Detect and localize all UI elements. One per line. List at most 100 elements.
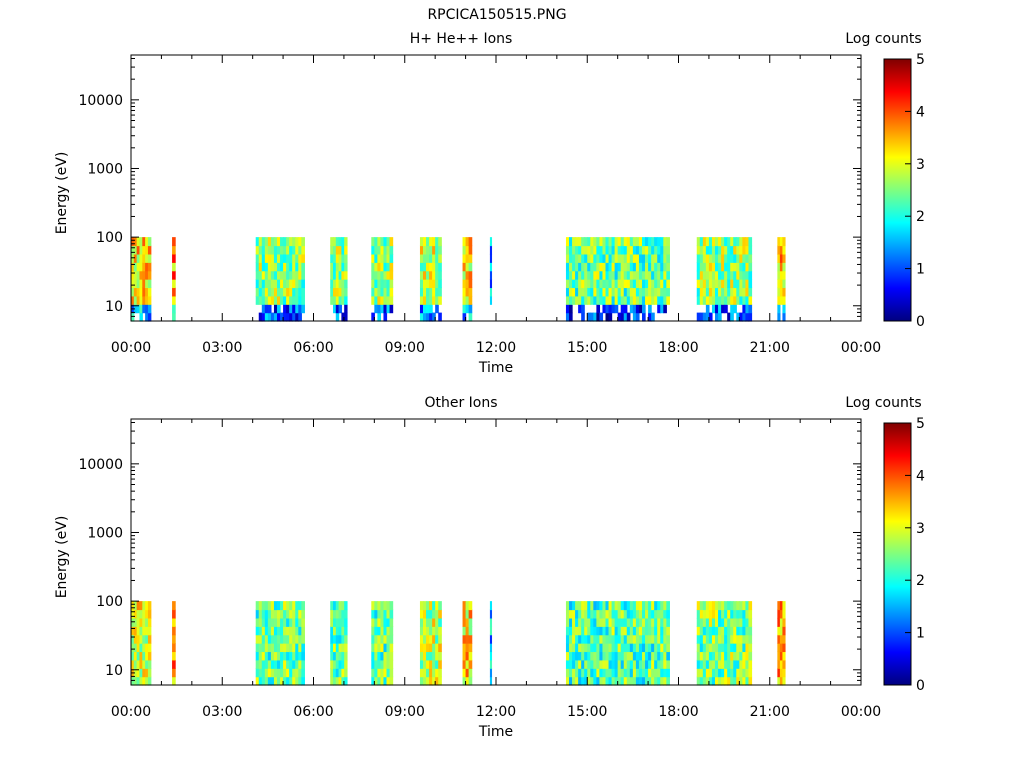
spectrogram-cell <box>136 668 141 678</box>
spectrogram-cell <box>380 287 385 297</box>
spectrogram-cell <box>718 304 722 314</box>
spectrogram-cell <box>572 245 576 255</box>
spectrogram-cell <box>465 668 470 678</box>
spectrogram-cell <box>724 651 728 661</box>
spectrogram-cell <box>289 262 293 272</box>
spectrogram-cell <box>264 617 269 627</box>
spectrogram-cell <box>258 626 263 636</box>
spectrogram-cell <box>611 245 616 255</box>
spectrogram-cell <box>779 279 784 289</box>
spectrogram-cell <box>277 651 281 661</box>
spectrogram-cell <box>623 609 628 619</box>
spectrogram-cell <box>374 245 378 255</box>
spectrogram-cell <box>739 237 743 247</box>
spectrogram-cell <box>748 609 753 619</box>
spectrogram-cell <box>715 262 719 272</box>
spectrogram-cell <box>708 651 713 661</box>
spectrogram-cell <box>748 287 753 297</box>
spectrogram-cell <box>702 245 707 255</box>
spectrogram-cell <box>578 643 582 653</box>
spectrogram-cell <box>273 304 278 314</box>
spectrogram-cell <box>145 609 149 619</box>
spectrogram-cell <box>147 312 152 322</box>
spectrogram-cell <box>724 245 728 255</box>
spectrogram-cell <box>423 609 427 619</box>
spectrogram-cell <box>718 626 722 636</box>
spectrogram-cell <box>335 617 340 627</box>
spectrogram-cell <box>575 643 579 653</box>
spectrogram-cell <box>335 245 340 255</box>
spectrogram-cell <box>273 245 278 255</box>
spectrogram-cell <box>608 279 613 289</box>
spectrogram-cell <box>371 253 375 263</box>
spectrogram-cell <box>602 601 607 611</box>
spectrogram-cell <box>292 659 296 669</box>
spectrogram-cell <box>426 676 430 686</box>
spectrogram-cell <box>739 634 743 644</box>
spectrogram-cell <box>702 626 707 636</box>
spectrogram-cell <box>602 634 607 644</box>
spectrogram-cell <box>286 601 290 611</box>
spectrogram-cell <box>721 237 725 247</box>
spectrogram-cell <box>620 651 625 661</box>
spectrogram-cell <box>748 245 753 255</box>
spectrogram-cell <box>377 262 382 272</box>
spectrogram-cell <box>663 601 667 611</box>
spectrogram-cell <box>730 617 734 627</box>
spectrogram-cell <box>645 270 649 280</box>
spectrogram-cell <box>779 295 784 305</box>
spectrogram-cell <box>721 659 725 669</box>
spectrogram-cell <box>572 262 576 272</box>
spectrogram-cell <box>295 253 299 263</box>
spectrogram-cell <box>145 634 149 644</box>
spectrogram-cell <box>590 659 594 669</box>
spectrogram-cell <box>136 609 141 619</box>
spectrogram-cell <box>432 245 436 255</box>
spectrogram-cell <box>330 676 334 686</box>
spectrogram-cell <box>264 651 269 661</box>
spectrogram-cell <box>617 617 622 627</box>
spectrogram-cell <box>635 287 640 297</box>
spectrogram-cell <box>575 617 579 627</box>
spectrogram-cell <box>295 295 299 305</box>
spectrogram-cell <box>654 659 658 669</box>
spectrogram-cell <box>748 634 753 644</box>
spectrogram-cell <box>718 287 722 297</box>
spectrogram-cell <box>429 626 433 636</box>
spectrogram-cell <box>386 237 391 247</box>
spectrogram-cell <box>142 609 146 619</box>
spectrogram-cell <box>632 245 637 255</box>
x-tick-label: 09:00 <box>385 340 425 356</box>
spectrogram-cell <box>702 659 707 669</box>
spectrogram-cell <box>715 287 719 297</box>
spectrogram-cell <box>626 262 631 272</box>
spectrogram-cell <box>341 626 345 636</box>
spectrogram-cell <box>727 253 731 263</box>
spectrogram-cell <box>742 312 747 322</box>
spectrogram-cell <box>270 651 275 661</box>
spectrogram-cell <box>131 237 135 247</box>
spectrogram-cell <box>383 262 388 272</box>
spectrogram-cell <box>131 634 135 644</box>
spectrogram-cell <box>733 626 737 636</box>
spectrogram-cell <box>632 262 637 272</box>
spectrogram-cell <box>593 245 597 255</box>
spectrogram-cell <box>277 609 281 619</box>
spectrogram-cell <box>736 237 740 247</box>
spectrogram-cell <box>696 651 701 661</box>
spectrogram-cell <box>292 312 296 322</box>
spectrogram-cell <box>782 643 786 653</box>
spectrogram-cell <box>742 634 747 644</box>
spectrogram-cell <box>386 626 391 636</box>
spectrogram-cell <box>462 601 467 611</box>
spectrogram-cell <box>435 676 439 686</box>
spectrogram-cell <box>745 617 750 627</box>
spectrogram-cell <box>377 279 382 289</box>
spectrogram-cell <box>632 304 637 314</box>
spectrogram-cell <box>341 668 345 678</box>
spectrogram-cell <box>273 659 278 669</box>
x-tick-label: 15:00 <box>567 340 607 356</box>
spectrogram-cell <box>593 643 597 653</box>
spectrogram-cell <box>587 253 591 263</box>
